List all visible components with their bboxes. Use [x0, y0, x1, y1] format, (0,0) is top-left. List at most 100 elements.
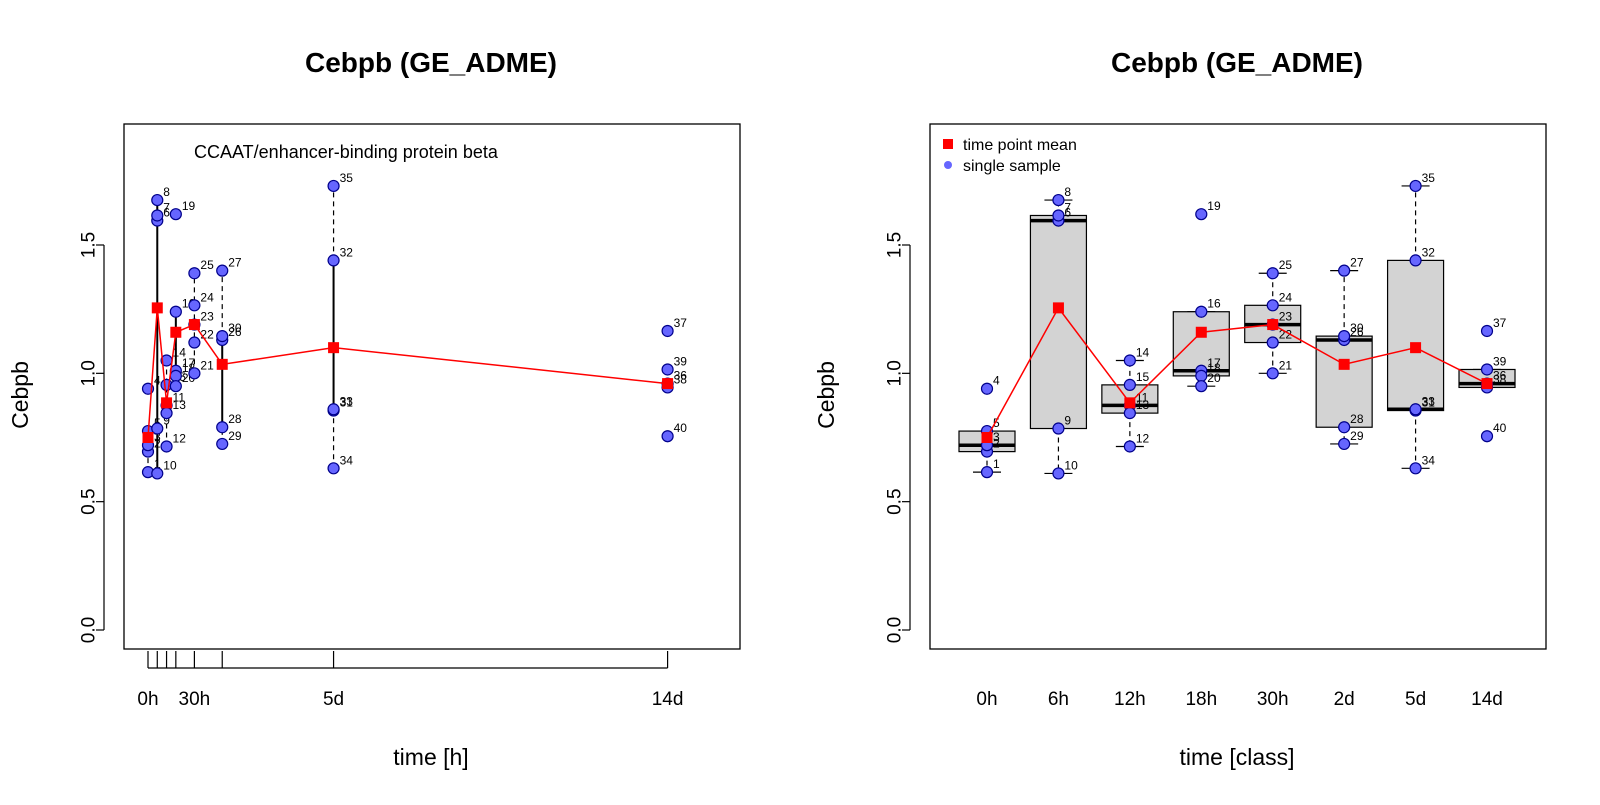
- legend-point-label: single sample: [963, 158, 1061, 175]
- right-x-tick-label: 18h: [1185, 689, 1217, 710]
- right-sample-label: 37: [1493, 316, 1507, 330]
- right-sample-label: 20: [1207, 371, 1221, 385]
- right-sample-label: 28: [1350, 412, 1364, 426]
- right-mean-marker: [1481, 378, 1493, 390]
- left-plot-area: 0.00.51.01.50h30h5d14d123456789101112131…: [79, 123, 741, 710]
- right-mean-marker: [1195, 326, 1207, 338]
- right-x-tick-label: 5d: [1405, 689, 1426, 710]
- left-mean-marker: [151, 302, 163, 314]
- left-sample-point: [661, 324, 674, 338]
- left-chart-subtitle: CCAAT/enhancer-binding protein beta: [194, 142, 499, 162]
- right-sample-point: [1195, 305, 1208, 318]
- right-sample-label: 29: [1350, 429, 1364, 443]
- right-plot-area: 0.00.51.01.50h 6h 12h 18h 30h 2d 5d 14d12345678…: [885, 123, 1547, 710]
- left-sample-point: [169, 369, 182, 382]
- left-sample-point: [188, 367, 201, 380]
- left-sample-label: 24: [200, 290, 214, 304]
- left-sample-label: 28: [228, 412, 242, 426]
- right-x-tick-label: 6h: [1048, 689, 1069, 710]
- right-mean-line: [986, 306, 1488, 438]
- right-sample-point: [1052, 209, 1065, 222]
- right-sample-point: [1338, 437, 1351, 451]
- left-sample-label: 9: [163, 414, 170, 428]
- right-sample-label: 22: [1279, 328, 1293, 342]
- left-sample-label: 30: [228, 321, 242, 335]
- right-x-tick-label: 30h: [1257, 689, 1289, 710]
- left-mean-marker: [328, 342, 340, 354]
- right-sample-label: 4: [993, 374, 1000, 388]
- left-sample-label: 19: [182, 199, 196, 213]
- left-x-tick-label: 30h: [179, 689, 211, 710]
- right-sample-label: 30: [1350, 321, 1364, 335]
- left-mean-marker: [161, 397, 173, 409]
- left-panel: Cebpb (GE_ADME) CCAAT/enhancer-binding p…: [7, 47, 741, 770]
- right-y-tick-label: 0.5: [885, 488, 906, 514]
- right-sample-label: 17: [1207, 356, 1221, 370]
- left-sample-point: [661, 430, 674, 443]
- right-sample-label: 5: [993, 416, 1000, 430]
- right-box: [1386, 259, 1445, 412]
- left-sample-point: [169, 380, 182, 393]
- right-x-tick-label: 2d: [1334, 689, 1355, 710]
- left-sample-point: [327, 179, 340, 193]
- legend-mean-label: time point mean: [963, 137, 1077, 154]
- left-sample-label: 3: [154, 430, 161, 444]
- left-chart-title: Cebpb (GE_ADME): [305, 47, 557, 78]
- right-y-tick-label: 1.0: [885, 360, 906, 386]
- right-sample-label: 7: [1064, 200, 1071, 214]
- right-sample-label: 3: [993, 430, 1000, 444]
- left-mean-marker: [170, 326, 182, 338]
- left-sample-label: 33: [340, 394, 354, 408]
- right-sample-point: [1409, 254, 1422, 267]
- right-sample-point: [1266, 336, 1279, 349]
- left-x-tick-label: 5d: [323, 689, 344, 710]
- right-sample-label: 40: [1493, 421, 1507, 435]
- right-sample-point: [1123, 440, 1136, 453]
- left-y-tick-label: 1.0: [79, 360, 100, 386]
- left-sample-label: 26: [228, 325, 242, 339]
- right-sample-point: [1195, 208, 1208, 221]
- right-sample-label: 8: [1064, 185, 1071, 199]
- right-sample-point: [980, 382, 994, 395]
- right-sample-point: [1480, 363, 1494, 376]
- left-sample-point: [188, 299, 201, 312]
- left-plot-frame: [123, 123, 741, 650]
- left-y-tick-label: 0.0: [79, 617, 100, 643]
- legend-point-swatch: [944, 161, 952, 169]
- right-panel: Cebpb (GE_ADME) time [class] Cebpb 0.0 0.…: [813, 47, 1547, 770]
- left-sample-label: 10: [163, 458, 177, 472]
- left-sample-label: 35: [340, 171, 354, 185]
- left-sample-label: 6: [163, 206, 170, 220]
- left-sample-point: [188, 267, 201, 280]
- left-sample-label: 27: [228, 256, 242, 270]
- right-sample-label: 27: [1350, 256, 1364, 270]
- left-sample-point: [151, 467, 164, 480]
- right-sample-point: [1266, 367, 1279, 380]
- right-mean-marker: [1267, 319, 1279, 331]
- right-box: [1029, 214, 1088, 430]
- left-x-axis-label: time [h]: [393, 744, 468, 770]
- left-y-axis-label: Cebpb: [7, 361, 33, 429]
- left-sample-label: 25: [200, 258, 214, 272]
- right-sample-label: 9: [1064, 414, 1071, 428]
- right-sample-point: [1052, 467, 1065, 480]
- right-sample-point: [1123, 378, 1136, 391]
- left-sample-point: [169, 305, 182, 318]
- left-sample-point: [151, 193, 164, 207]
- left-y-tick-label: 1.5: [79, 232, 100, 258]
- left-sample-point: [327, 462, 340, 475]
- right-x-axis-label: time [class]: [1179, 744, 1294, 770]
- right-sample-label: 34: [1422, 453, 1436, 467]
- left-sample-point: [327, 254, 340, 267]
- left-sample-point: [188, 336, 201, 349]
- right-sample-label: 13: [1136, 398, 1150, 412]
- left-sample-label: 38: [674, 372, 688, 386]
- right-sample-label: 33: [1422, 394, 1436, 408]
- left-sample-label: 17: [182, 356, 196, 370]
- right-mean-marker: [1124, 397, 1136, 409]
- right-sample-label: 14: [1136, 345, 1150, 359]
- left-sample-label: 11: [173, 390, 186, 404]
- right-sample-point: [1266, 299, 1279, 312]
